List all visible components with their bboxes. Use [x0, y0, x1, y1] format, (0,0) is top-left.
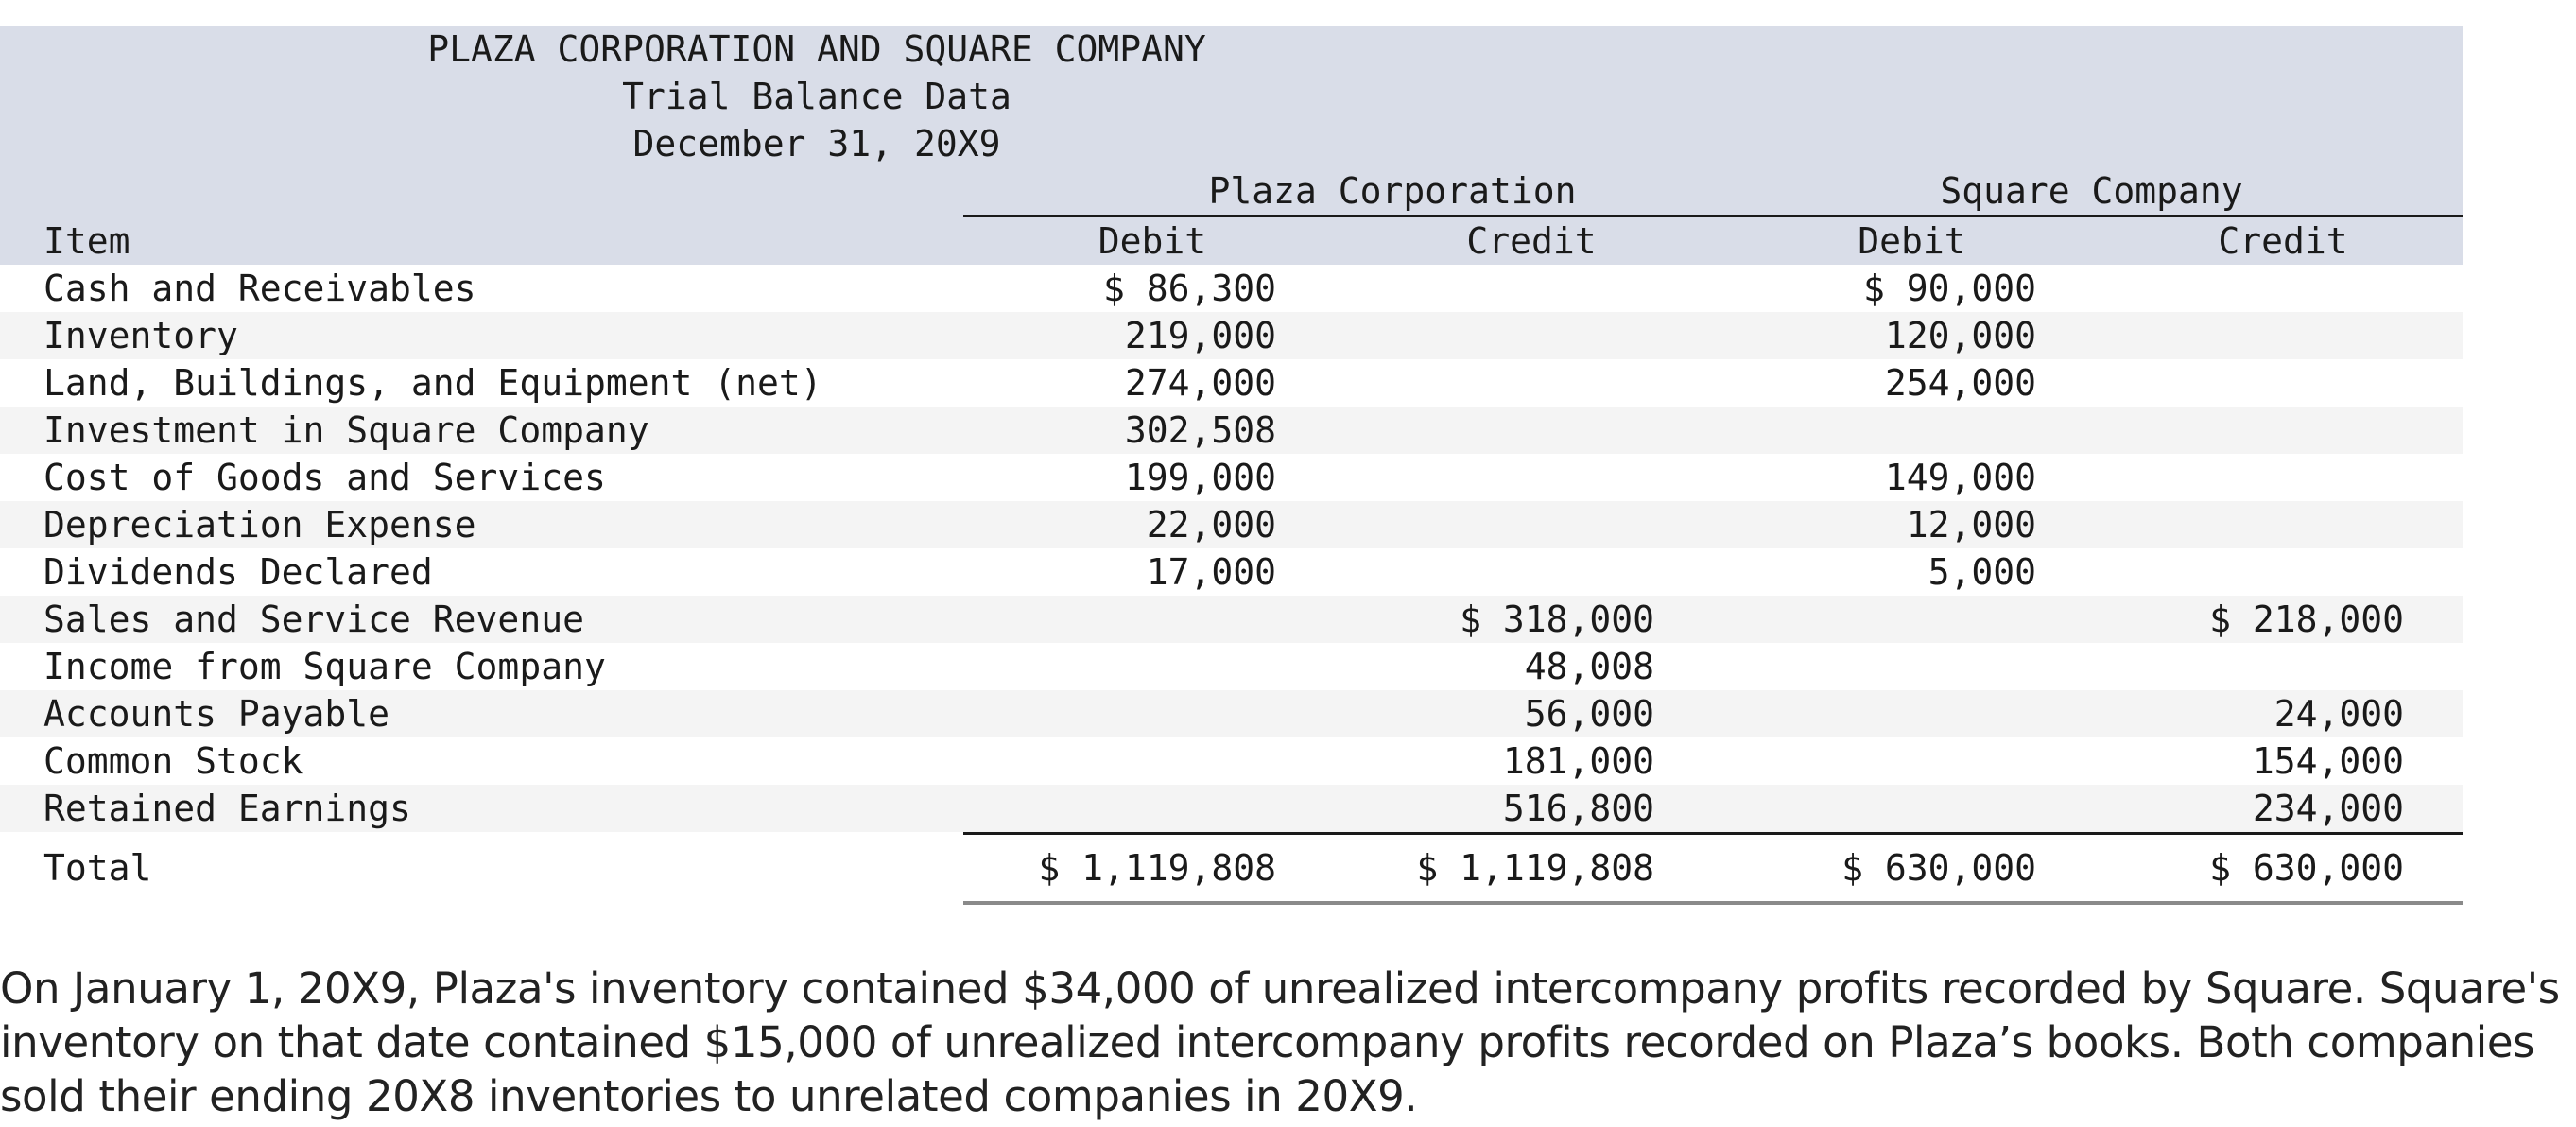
column-header-square-debit: Debit [1858, 220, 1966, 262]
table-title: PLAZA CORPORATION AND SQUARE COMPANY [427, 28, 1206, 70]
row-item-label: Accounts Payable [43, 693, 390, 735]
table-row: Retained Earnings 516,800 234,000 [0, 785, 2463, 832]
row-square-credit: 24,000 [2273, 693, 2404, 735]
table-body: Cash and Receivables $ 86,300 $ 90,000 Inve… [0, 265, 2463, 832]
row-item-label: Land, Buildings, and Equipment (net) [43, 362, 822, 404]
row-square-debit: $ 90,000 [1862, 268, 2036, 309]
row-plaza-debit: 17,000 [1146, 551, 1276, 593]
row-plaza-debit: 302,508 [1124, 409, 1276, 451]
row-plaza-credit: 56,000 [1524, 693, 1654, 735]
table-row: Inventory 219,000 120,000 [0, 312, 2463, 359]
table-row: Land, Buildings, and Equipment (net) 274,… [0, 359, 2463, 407]
table-row: Investment in Square Company 302,508 [0, 407, 2463, 454]
row-plaza-credit: 181,000 [1502, 740, 1654, 782]
row-plaza-credit: 516,800 [1502, 788, 1654, 829]
total-plaza-credit: $ 1,119,808 [1416, 847, 1654, 889]
row-item-label: Retained Earnings [43, 788, 411, 829]
group-header-plaza: Plaza Corporation [1208, 170, 1577, 212]
group-header-square: Square Company [1940, 170, 2243, 212]
total-square-debit: $ 630,000 [1841, 847, 2036, 889]
row-square-debit: 149,000 [1884, 457, 2036, 498]
column-header-plaza-debit: Debit [1098, 220, 1207, 262]
row-plaza-debit: 199,000 [1124, 457, 1276, 498]
problem-note: On January 1, 20X9, Plaza's inventory co… [0, 963, 2560, 1121]
row-item-label: Income from Square Company [43, 646, 606, 687]
row-item-label: Cost of Goods and Services [43, 457, 606, 498]
row-item-label: Common Stock [43, 740, 303, 782]
trial-balance-table: PLAZA CORPORATION AND SQUARE COMPANY Tri… [0, 26, 2463, 905]
total-row: Total $ 1,119,808 $ 1,119,808 $ 630,000 … [0, 835, 2463, 901]
row-square-debit: 254,000 [1884, 362, 2036, 404]
row-plaza-debit: 219,000 [1124, 315, 1276, 356]
column-header-plaza-credit: Credit [1466, 220, 1597, 262]
row-plaza-credit: 48,008 [1524, 646, 1654, 687]
total-divider [963, 832, 2463, 835]
row-plaza-debit: $ 86,300 [1102, 268, 1276, 309]
total-label: Total [43, 847, 152, 889]
group-divider [963, 215, 2463, 217]
row-item-label: Cash and Receivables [43, 268, 476, 309]
table-row: Income from Square Company 48,008 [0, 643, 2463, 690]
table-header: PLAZA CORPORATION AND SQUARE COMPANY Tri… [0, 26, 2463, 265]
row-item-label: Sales and Service Revenue [43, 598, 584, 640]
total-underline [963, 901, 2463, 905]
table-row: Dividends Declared 17,000 5,000 [0, 548, 2463, 596]
table-row: Cash and Receivables $ 86,300 $ 90,000 [0, 265, 2463, 312]
row-square-credit: 234,000 [2252, 788, 2404, 829]
total-square-credit: $ 630,000 [2209, 847, 2404, 889]
table-row: Common Stock 181,000 154,000 [0, 737, 2463, 785]
row-item-label: Investment in Square Company [43, 409, 649, 451]
row-plaza-debit: 274,000 [1124, 362, 1276, 404]
row-plaza-credit: $ 318,000 [1460, 598, 1654, 640]
row-item-label: Dividends Declared [43, 551, 433, 593]
row-item-label: Depreciation Expense [43, 504, 476, 546]
table-row: Accounts Payable 56,000 24,000 [0, 690, 2463, 737]
column-header-item: Item [43, 220, 130, 262]
row-plaza-debit: 22,000 [1146, 504, 1276, 546]
table-subtitle: Trial Balance Data [622, 76, 1011, 117]
row-item-label: Inventory [43, 315, 238, 356]
table-row: Sales and Service Revenue $ 318,000 $ 218,… [0, 596, 2463, 643]
row-square-debit: 12,000 [1906, 504, 2036, 546]
row-square-credit: 154,000 [2252, 740, 2404, 782]
table-row: Cost of Goods and Services 199,000 149,000 [0, 454, 2463, 501]
row-square-debit: 120,000 [1884, 315, 2036, 356]
table-date: December 31, 20X9 [632, 123, 1001, 165]
total-plaza-debit: $ 1,119,808 [1038, 847, 1276, 889]
table-row: Depreciation Expense 22,000 12,000 [0, 501, 2463, 548]
row-square-debit: 5,000 [1928, 551, 2036, 593]
row-square-credit: $ 218,000 [2209, 598, 2404, 640]
column-header-square-credit: Credit [2218, 220, 2348, 262]
